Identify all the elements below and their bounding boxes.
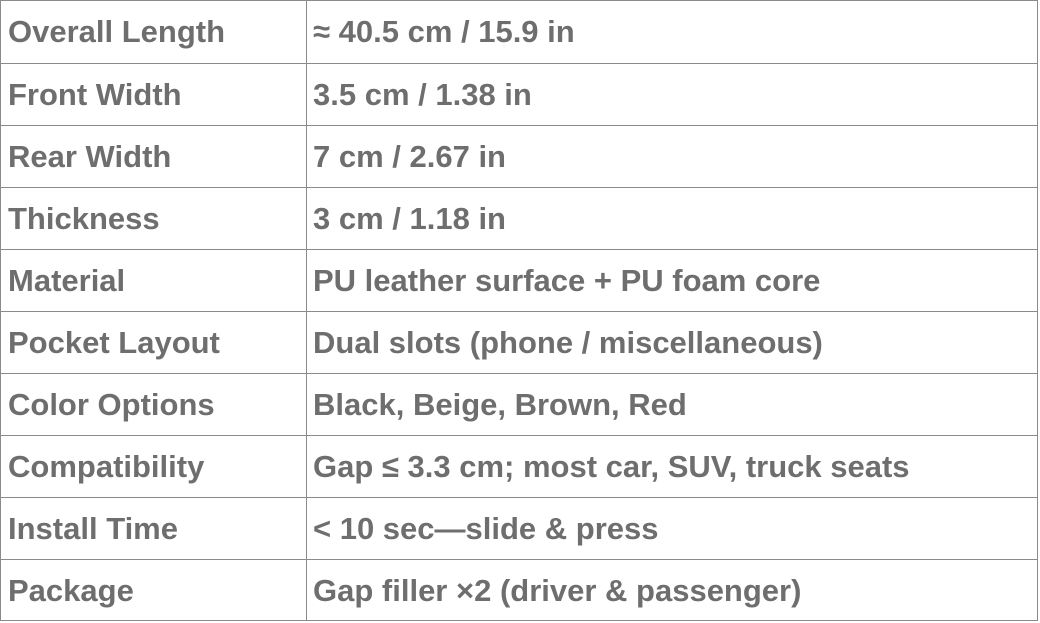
table-row: Compatibility Gap ≤ 3.3 cm; most car, SUV… (1, 435, 1037, 497)
spec-label: Color Options (8, 387, 215, 422)
spec-value: 7 cm / 2.67 in (313, 139, 506, 174)
table-row: Rear Width 7 cm / 2.67 in (1, 125, 1037, 187)
column-divider (306, 1, 307, 620)
spec-value: ≈ 40.5 cm / 15.9 in (313, 14, 575, 49)
spec-value: Black, Beige, Brown, Red (313, 387, 687, 422)
spec-value: Gap ≤ 3.3 cm; most car, SUV, truck seats (313, 449, 910, 484)
table-row: Install Time < 10 sec—slide & press (1, 497, 1037, 559)
spec-label: Package (8, 573, 134, 608)
table-row: Front Width 3.5 cm / 1.38 in (1, 63, 1037, 125)
spec-label: Rear Width (8, 139, 172, 174)
spec-value: 3.5 cm / 1.38 in (313, 77, 532, 112)
spec-label: Thickness (8, 201, 160, 236)
spec-value: < 10 sec—slide & press (313, 511, 659, 546)
spec-label: Overall Length (8, 14, 226, 49)
spec-value: PU leather surface + PU foam core (313, 263, 821, 298)
spec-label: Install Time (8, 511, 178, 546)
spec-label: Compatibility (8, 449, 205, 484)
table-row: Overall Length ≈ 40.5 cm / 15.9 in (1, 1, 1037, 63)
table-row: Thickness 3 cm / 1.18 in (1, 187, 1037, 249)
table-row: Material PU leather surface + PU foam cor… (1, 249, 1037, 311)
spec-label: Front Width (8, 77, 182, 112)
spec-label: Pocket Layout (8, 325, 220, 360)
table-row: Color Options Black, Beige, Brown, Red (1, 373, 1037, 435)
table-row: Package Gap filler ×2 (driver & passenger… (1, 559, 1037, 621)
spec-label: Material (8, 263, 126, 298)
spec-value: Gap filler ×2 (driver & passenger) (313, 573, 802, 608)
table-row: Pocket Layout Dual slots (phone / miscell… (1, 311, 1037, 373)
spec-value: 3 cm / 1.18 in (313, 201, 506, 236)
spec-value: Dual slots (phone / miscellaneous) (313, 325, 823, 360)
